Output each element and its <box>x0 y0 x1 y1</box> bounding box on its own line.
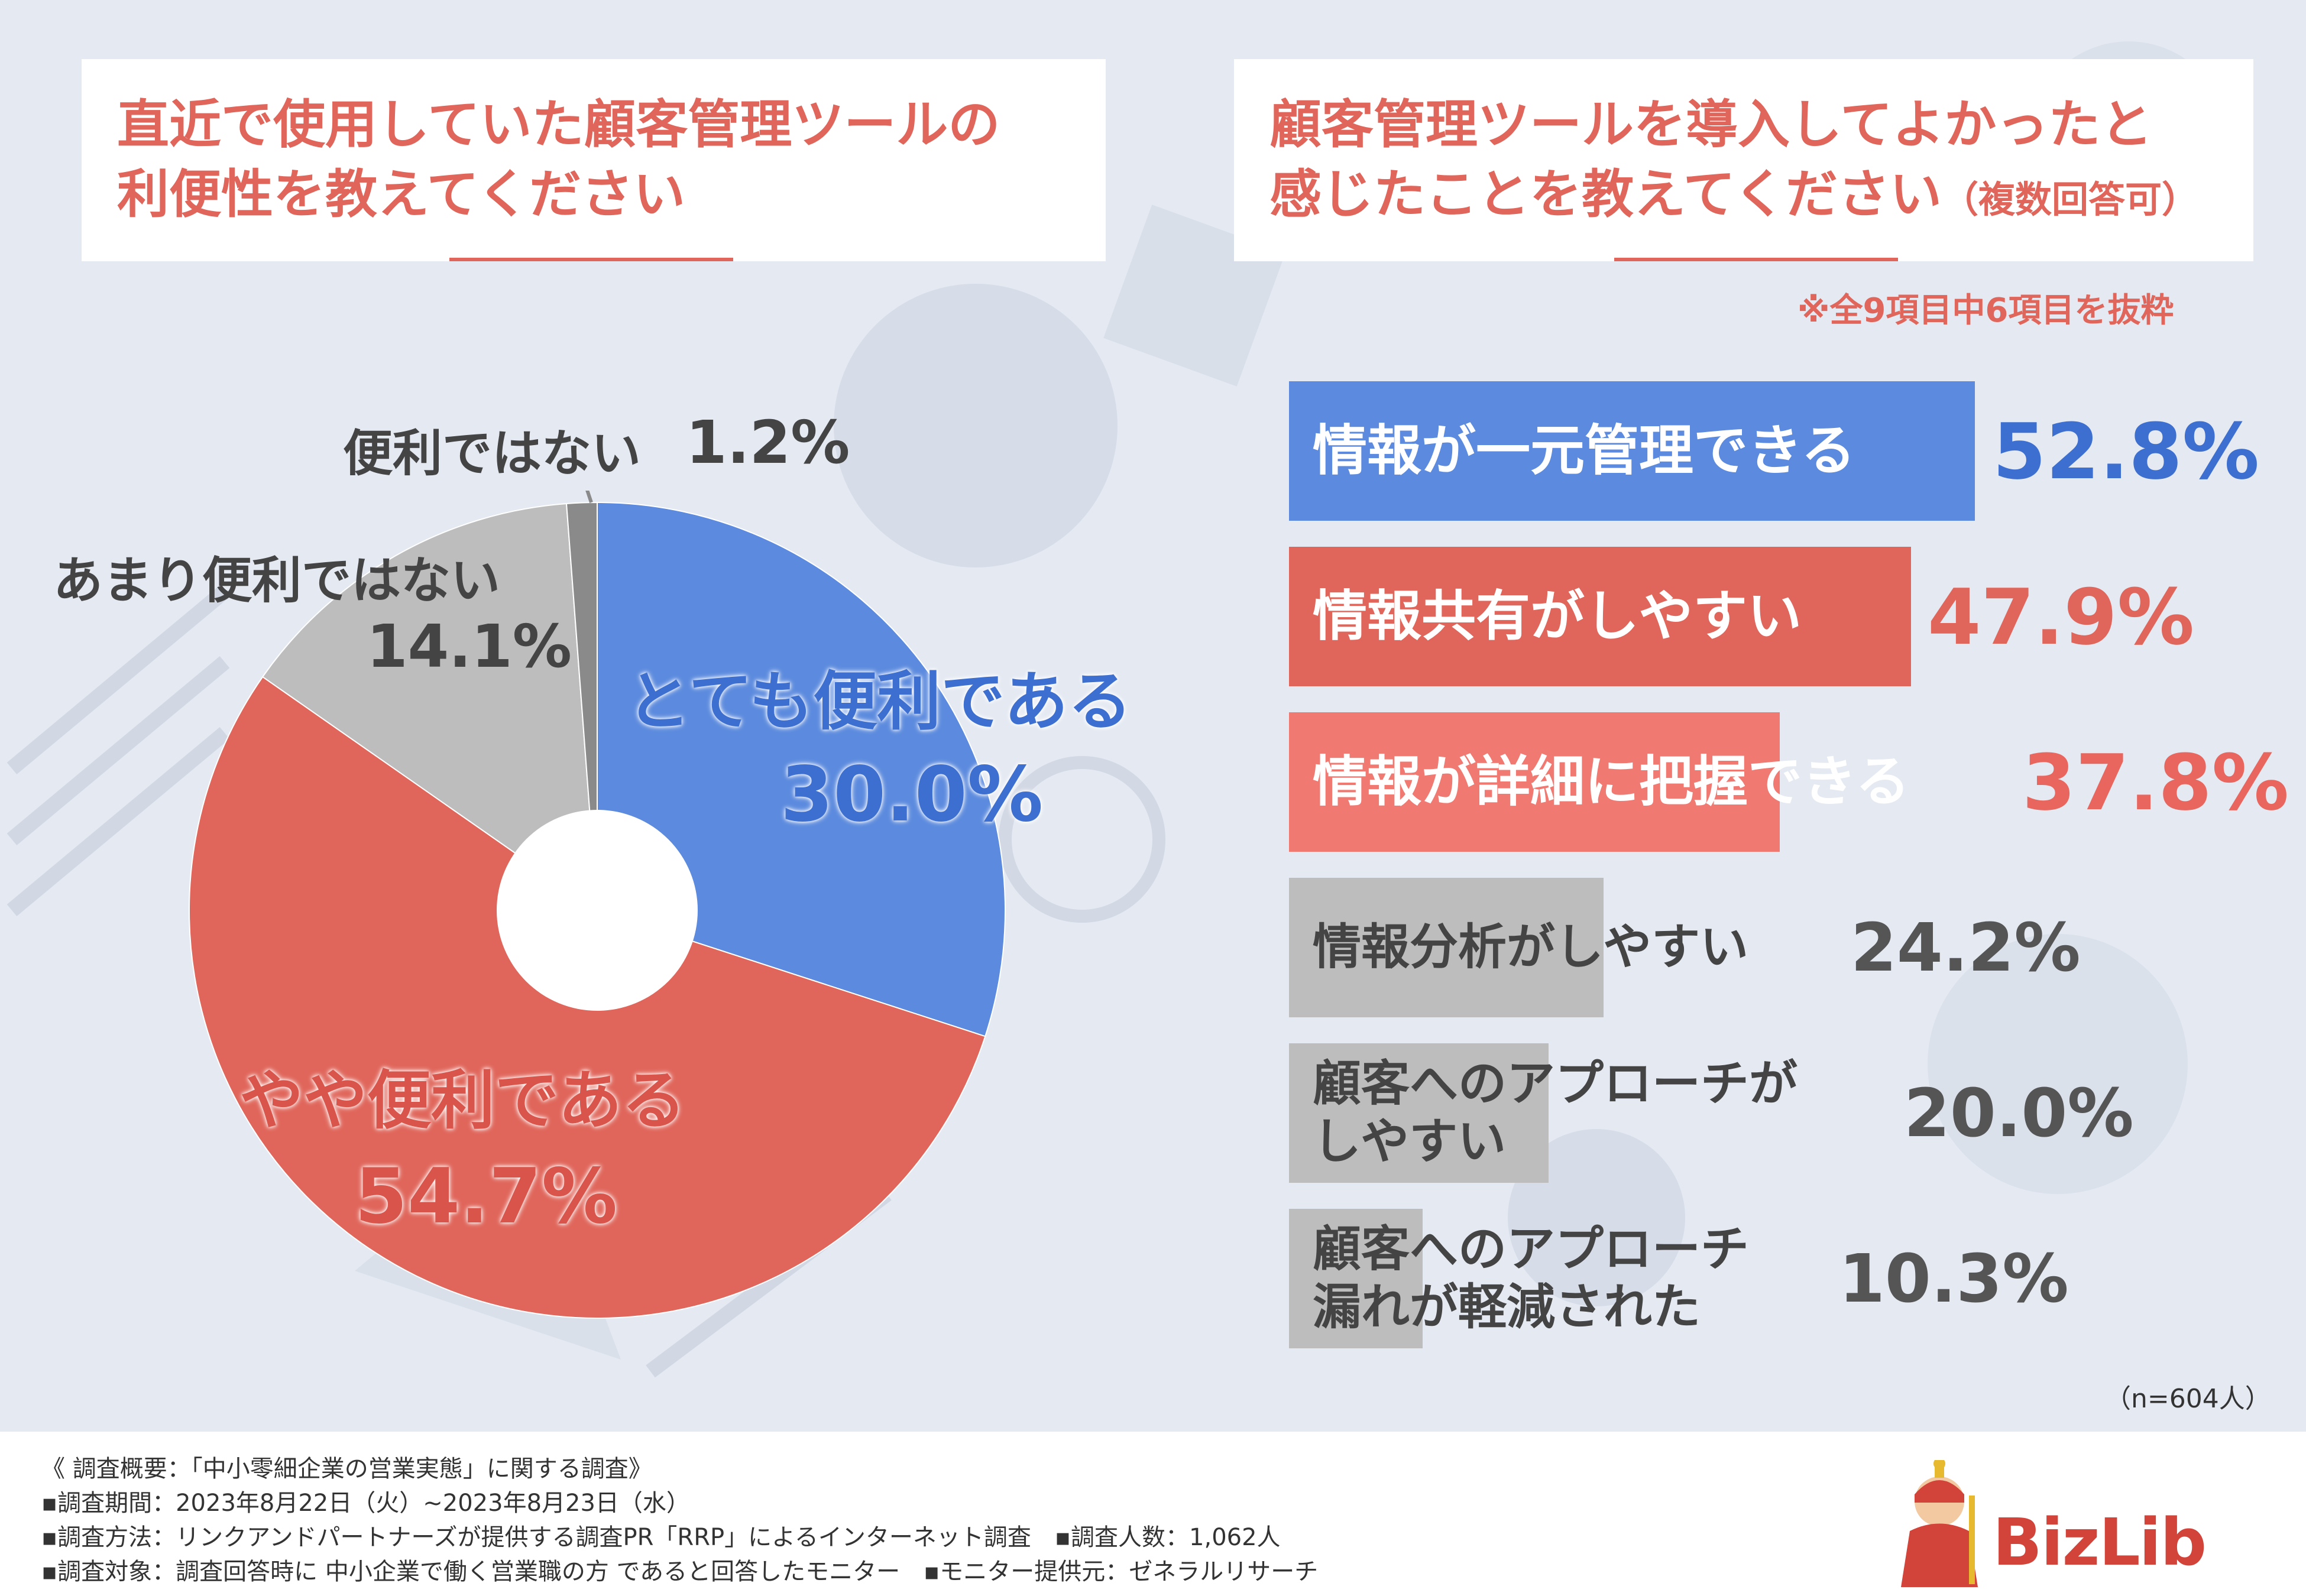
pie-slice-3 <box>565 501 598 911</box>
left-title-line1: 直近で使用していた顧客管理ツールの <box>117 94 1000 155</box>
bar-label-2-line-0: 情報が詳細に把握できる <box>1313 750 1910 813</box>
bar-label-1: 情報共有がしやすい <box>1313 584 1802 649</box>
footer-line-2: ▪調査期間：2023年8月22日（火）~2023年8月23日（水） <box>41 1490 690 1517</box>
bizlib-logo: BizLib <box>1993 1504 2207 1580</box>
bar-label-1-line-0: 情報共有がしやすい <box>1313 584 1802 648</box>
pie-value-somewhat-useful: 54.7% <box>355 1153 618 1241</box>
right-title-note: （複数回答可） <box>1941 178 2198 221</box>
bar-value-0: 52.8% <box>1993 407 2260 497</box>
right-title-line2: 感じたことを教えてください <box>1269 164 1942 225</box>
bar-value-2: 37.8% <box>2022 738 2289 828</box>
bar-value-4: 20.0% <box>1904 1075 2134 1152</box>
bar-value-3: 24.2% <box>1851 909 2081 987</box>
footer-line-4: ▪調査対象：調査回答時に 中小企業で働く営業職の方 であると回答したモニター ▪… <box>41 1558 1319 1585</box>
pie-value-not-useful: 1.2% <box>686 408 850 477</box>
pie-label-not-useful: 便利ではない <box>343 424 642 482</box>
bar-2 <box>1289 712 1780 852</box>
bar-label-3-line-0: 情報分析がしやすい <box>1313 919 1749 975</box>
bar-label-4: 顧客へのアプローチが しやすい <box>1313 1055 1797 1172</box>
bar-value-5: 10.3% <box>1839 1240 2069 1318</box>
left-title-underline <box>449 258 733 261</box>
bar-label-5: 顧客へのアプローチ 漏れが軽減された <box>1313 1221 1749 1337</box>
right-title-underline <box>1614 258 1898 261</box>
bar-label-4-line-1: しやすい <box>1313 1114 1507 1170</box>
left-title-line2: 利便性を教えてください <box>117 164 685 225</box>
bar-chart: 情報が一元管理できる 52.8% 情報共有がしやすい 47.9% 情報が詳細に把握できる… <box>1289 381 2289 1348</box>
pie-label-somewhat-useful: やや便利である <box>239 1064 686 1138</box>
sample-size-note: （n=604人） <box>2105 1384 2271 1414</box>
bar-5 <box>1289 1209 1423 1348</box>
pie-value-not-very-useful: 14.1% <box>367 612 572 681</box>
pie-slice-0 <box>597 501 1006 1037</box>
pie-value-very-useful: 30.0% <box>780 751 1044 839</box>
bar-label-2: 情報が詳細に把握できる <box>1313 750 1910 815</box>
bar-label-4-line-0: 顧客へのアプローチが <box>1313 1055 1798 1112</box>
left-question-box: 直近で使用していた顧客管理ツールの 利便性を教えてください <box>82 59 1106 261</box>
pie-slice-2 <box>261 502 598 912</box>
bar-label-5-line-1: 漏れが軽減された <box>1313 1279 1701 1335</box>
footer-line-3: ▪調査方法：リンクアンドパートナーズが提供する調査PR「RRP」によるインターネ… <box>41 1524 1281 1551</box>
pie-label-not-very-useful: あまり便利ではない <box>53 552 501 609</box>
pie-chart <box>189 491 1006 1319</box>
bizlib-mascot-icon <box>1901 1460 1978 1587</box>
bar-value-1: 47.9% <box>1928 572 2195 663</box>
bar-1 <box>1289 547 1912 686</box>
bar-3 <box>1289 878 1604 1017</box>
pie-label-very-useful: とても便利である <box>627 665 1132 739</box>
bar-0 <box>1289 381 1975 521</box>
right-title-line1: 顧客管理ツールを導入してよかったと <box>1269 94 2153 155</box>
excerpt-note: ※全9項目中6項目を抜粋 <box>1797 291 2174 330</box>
bar-label-0-line-0: 情報が一元管理できる <box>1313 419 1856 482</box>
bar-4 <box>1289 1043 1549 1183</box>
bar-label-3: 情報分析がしやすい <box>1313 919 1748 977</box>
bar-label-5-line-0: 顧客へのアプローチ <box>1313 1221 1750 1277</box>
pie-center-hole <box>497 810 698 1011</box>
pie-leader-line <box>585 491 593 503</box>
footer-line-1: 《 調査概要：「中小零細企業の営業実態」に関する調査》 <box>41 1455 652 1483</box>
right-question-box: 顧客管理ツールを導入してよかったと 感じたことを教えてください（複数回答可） <box>1234 59 2253 261</box>
bar-label-0: 情報が一元管理できる <box>1313 419 1855 484</box>
